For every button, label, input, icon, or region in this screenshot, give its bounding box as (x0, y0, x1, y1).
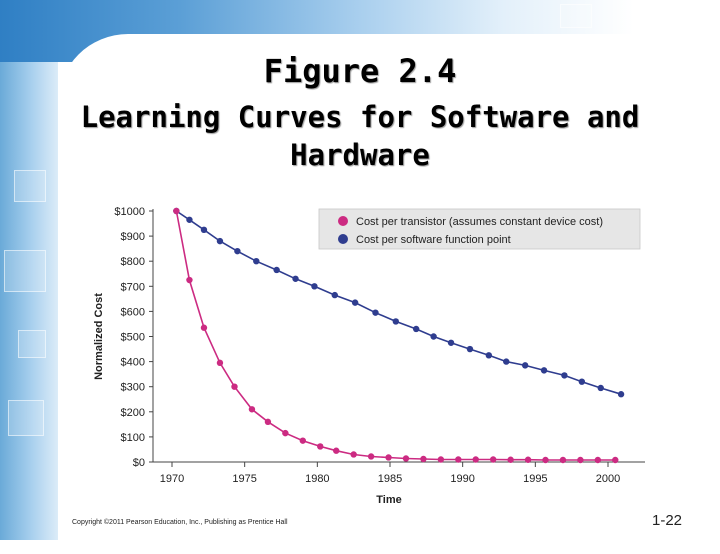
transistor-data-point (231, 383, 238, 390)
content-panel (58, 34, 720, 554)
slide-title: Figure 2.4 (263, 52, 457, 90)
transistor-data-point (367, 453, 375, 460)
x-axis-title: Time (376, 494, 401, 506)
legend-label: Cost per transistor (assumes constant de… (356, 216, 603, 228)
transistor-data-point (402, 455, 410, 462)
transistor-data-point (612, 456, 619, 464)
transistor-data-point (489, 456, 497, 463)
transistor-data-point (317, 443, 324, 450)
transistor-data-point (173, 207, 180, 215)
software-data-point (412, 325, 420, 333)
legend-marker (338, 216, 348, 226)
background-left-band (0, 0, 58, 540)
software-data-point (186, 216, 193, 223)
slide-subtitle: Learning Curves for Software and Hardwar… (0, 98, 720, 174)
chart-series (173, 207, 625, 464)
software-data-point (331, 291, 338, 299)
x-tick-label: 1980 (305, 473, 329, 485)
x-tick-label: 1990 (450, 473, 474, 485)
y-tick-label: $500 (121, 332, 145, 344)
decoration-square (8, 400, 44, 436)
transistor-data-point (282, 429, 289, 437)
y-tick-label: $200 (121, 407, 145, 419)
decoration-square (18, 330, 46, 358)
software-data-point (578, 378, 586, 385)
software-data-point (216, 237, 224, 245)
learning-curve-chart: $0 $100 $200 $300 $400 $500 $600 $700 $800 $900 $1… (93, 206, 645, 506)
transistor-data-point (524, 456, 532, 463)
transistor-data-point (350, 451, 357, 458)
y-tick-label: $600 (121, 306, 145, 318)
software-data-point (447, 339, 455, 346)
software-data-point (200, 226, 208, 234)
chart-legend: Cost per transistor (assumes constant de… (318, 208, 641, 250)
subtitle-line-1: Learning Curves for Software and (80, 100, 640, 134)
software-data-point (466, 345, 474, 353)
y-tick-label: $900 (121, 231, 145, 243)
software-data-point (521, 362, 529, 369)
transistor-data-point (264, 418, 272, 426)
transistor-data-point (200, 324, 208, 331)
transistor-data-point (385, 454, 392, 461)
y-tick-label: $400 (121, 357, 145, 369)
y-tick-label: $1000 (114, 206, 145, 218)
transistor-data-point (594, 456, 602, 464)
y-tick-label: $0 (133, 457, 145, 469)
transistor-data-point (420, 455, 427, 463)
slide-number: 1-22 (652, 512, 683, 529)
transistor-data-point (186, 276, 193, 284)
y-tick-label: $300 (121, 382, 145, 394)
software-data-point (273, 266, 280, 274)
chart-axes: $0 $100 $200 $300 $400 $500 $600 $700 $800 $900 $1… (93, 206, 645, 506)
transistor-data-point (507, 456, 514, 463)
software-data-point (503, 358, 510, 365)
transistor-data-point (542, 456, 549, 464)
software-data-point (253, 258, 260, 265)
legend-label: Cost per software function point (356, 234, 511, 246)
software-data-point (372, 309, 379, 316)
software-data-point (234, 247, 241, 255)
transistor-data-point (559, 456, 567, 464)
software-data-point (311, 283, 318, 290)
software-data-point (430, 333, 437, 340)
x-tick-label: 1975 (232, 473, 256, 485)
y-tick-label: $800 (121, 256, 145, 268)
legend-box (318, 208, 641, 250)
software-data-point (540, 367, 548, 374)
copyright-text: Copyright ©2011 Pearson Education, Inc.,… (72, 519, 288, 526)
y-tick-label: $100 (121, 432, 145, 444)
software-data-point (292, 275, 299, 282)
y-tick-label: $700 (121, 281, 145, 293)
software-data-point (597, 384, 604, 392)
x-tick-label: 1995 (523, 473, 547, 485)
transistor-data-point (333, 447, 340, 454)
y-axis-title: Normalized Cost (93, 293, 105, 380)
decoration-square (560, 4, 592, 28)
subtitle-line-2: Hardware (290, 138, 430, 172)
transistor-data-point (577, 456, 584, 464)
transistor-data-point (248, 406, 256, 413)
transistor-data-point (455, 456, 462, 463)
software-data-point (485, 352, 493, 359)
software-data-point (351, 299, 359, 306)
transistor-data-point (216, 359, 224, 367)
transistor-data-point (299, 437, 306, 444)
decoration-square (14, 170, 46, 202)
legend-marker (338, 234, 348, 244)
software-data-point (392, 318, 400, 325)
transistor-data-point (472, 456, 479, 463)
software-data-point (561, 372, 568, 379)
x-tick-label: 1985 (378, 473, 402, 485)
software-data-point (617, 391, 625, 398)
transistor-data-point (437, 456, 445, 463)
x-tick-label: 2000 (596, 473, 620, 485)
decoration-square (4, 250, 46, 292)
x-tick-label: 1970 (160, 473, 184, 485)
